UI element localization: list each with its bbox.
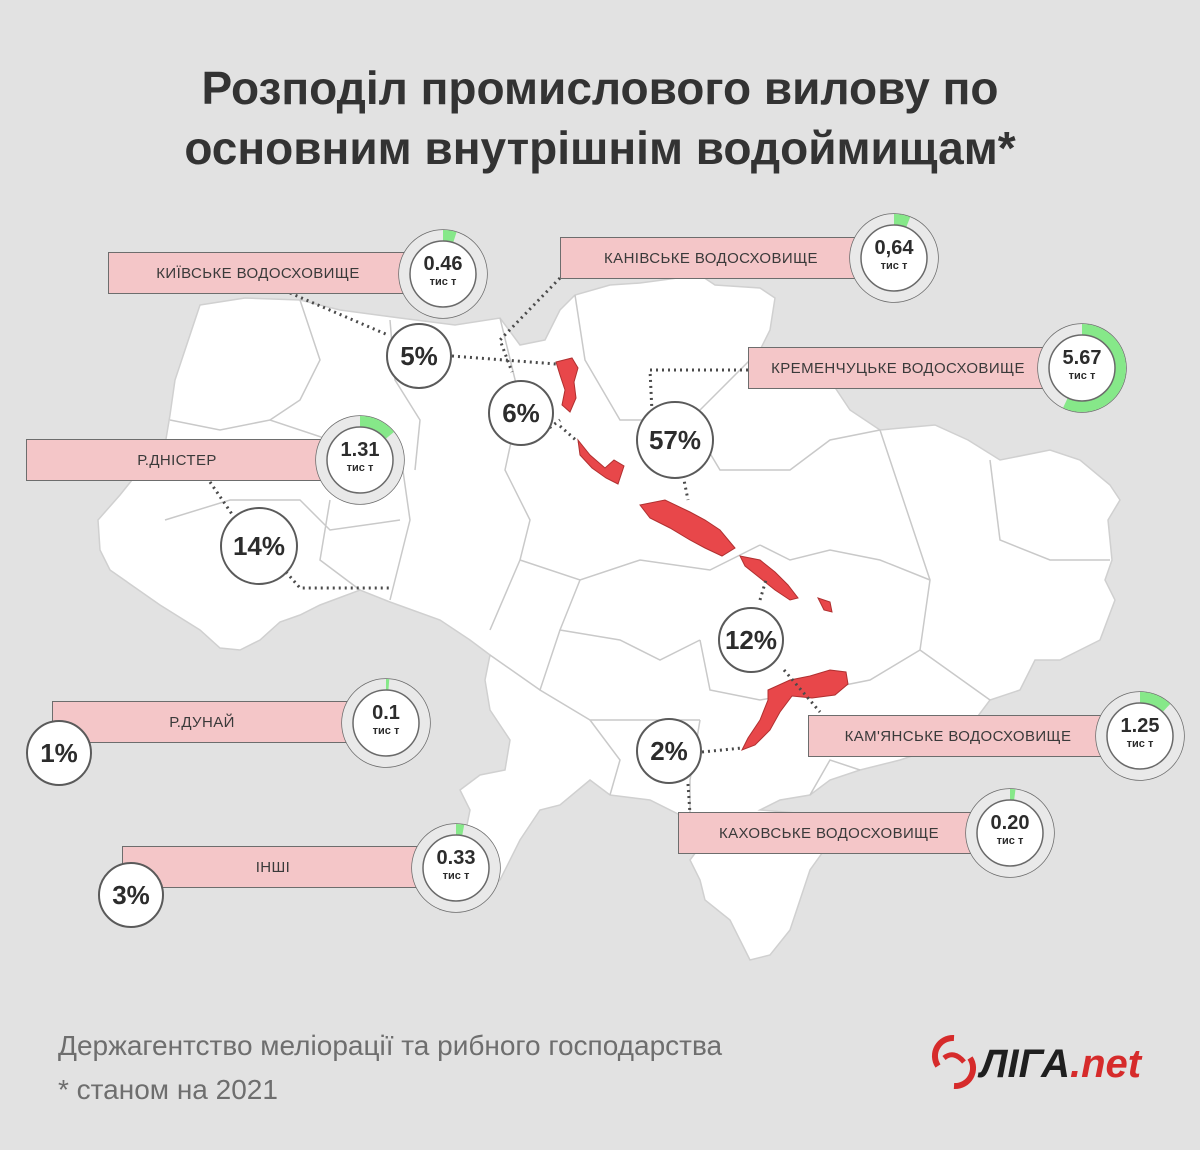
donut-inner — [860, 224, 928, 292]
donut-inner — [1048, 334, 1116, 402]
share-danube: 1% — [26, 720, 92, 786]
kremenchuk-reservoir-shape — [639, 499, 736, 557]
donut-arc — [1038, 324, 1126, 412]
donut-ring — [315, 415, 405, 505]
catch-value: 0.1 — [372, 702, 400, 724]
donut-arc — [1096, 692, 1184, 780]
liga-logo: ЛІГА.net — [930, 1032, 1170, 1102]
catch-unit: тис т — [1068, 370, 1096, 382]
donut-danube: 0.1 тис т — [340, 677, 432, 769]
donut-ring — [398, 229, 488, 319]
catch-unit: тис т — [346, 462, 374, 474]
donut-arc — [399, 230, 487, 318]
kyiv-reservoir-shape — [555, 357, 579, 413]
source-note: Держагентство меліорації та рибного госп… — [58, 1030, 723, 1061]
donut-inner — [326, 426, 394, 494]
donut-inner — [976, 799, 1044, 867]
dnipro-reservoir-shape — [817, 597, 833, 613]
donut-ring — [411, 823, 501, 913]
chart-title: Розподіл промислового вилову по основним… — [0, 58, 1200, 178]
catch-value: 0.46 — [423, 253, 463, 275]
catch-unit: тис т — [996, 835, 1024, 847]
label-text: КАМ'ЯНСЬКЕ ВОДОСХОВИЩЕ — [844, 727, 1072, 745]
share-kaniv: 6% — [488, 380, 554, 446]
label-kyiv-reservoir: КИЇВСЬКЕ ВОДОСХОВИЩЕ — [108, 252, 408, 294]
donut-ring — [1095, 691, 1185, 781]
share-others: 3% — [98, 862, 164, 928]
label-text: КАНІВСЬКЕ ВОДОСХОВИЩЕ — [604, 249, 818, 267]
label-text: КРЕМЕНЧУЦЬКЕ ВОДОСХОВИЩЕ — [771, 359, 1025, 377]
donut-dnister: 1.31 тис т — [314, 414, 406, 506]
donut-inner — [422, 834, 490, 902]
label-dnister-river: Р.ДНІСТЕР — [26, 439, 328, 481]
footnote: * станом на 2021 — [58, 1074, 278, 1105]
label-text: КИЇВСЬКЕ ВОДОСХОВИЩЕ — [156, 264, 360, 282]
donut-kamianske: 1.25 тис т — [1094, 690, 1186, 782]
label-kremenchuk-reservoir: КРЕМЕНЧУЦЬКЕ ВОДОСХОВИЩЕ — [748, 347, 1048, 389]
catch-unit: тис т — [880, 260, 908, 272]
share-kyiv: 5% — [386, 323, 452, 389]
catch-value: 0,64 — [874, 237, 914, 259]
donut-arc — [966, 789, 1054, 877]
catch-unit: тис т — [442, 870, 470, 882]
catch-value: 5.67 — [1062, 347, 1102, 369]
label-kamianske-reservoir: КАМ'ЯНСЬКЕ ВОДОСХОВИЩЕ — [808, 715, 1108, 757]
catch-unit: тис т — [429, 276, 457, 288]
catch-value: 0.33 — [436, 847, 476, 869]
share-kremenchuk: 57% — [636, 401, 714, 479]
label-text: Р.ДНІСТЕР — [137, 451, 217, 469]
oblast-borders — [164, 294, 1110, 820]
kaniv-reservoir-shape — [577, 438, 625, 485]
donut-inner — [409, 240, 477, 308]
reservoirs-layer — [555, 357, 849, 751]
catch-value: 1.25 — [1120, 715, 1160, 737]
share-kakhovka: 2% — [636, 718, 702, 784]
donut-arc — [316, 416, 404, 504]
donut-ring — [849, 213, 939, 303]
donut-arc — [342, 679, 430, 767]
label-kakhovka-reservoir: КАХОВСЬКЕ ВОДОСХОВИЩЕ — [678, 812, 980, 854]
kakhovka-reservoir-shape — [740, 669, 849, 751]
donut-kremenchuk: 5.67 тис т — [1036, 322, 1128, 414]
logo-suffix: .net — [1070, 1042, 1142, 1086]
donut-arc — [412, 824, 500, 912]
share-kamianske: 12% — [718, 607, 784, 673]
label-text: КАХОВСЬКЕ ВОДОСХОВИЩЕ — [718, 824, 940, 842]
donut-kaniv: 0,64 тис т — [848, 212, 940, 304]
donut-inner — [1106, 702, 1174, 770]
label-text: ІНШІ — [255, 858, 291, 876]
catch-unit: тис т — [372, 725, 400, 737]
kamianske-reservoir-shape — [739, 555, 799, 601]
catch-value: 1.31 — [340, 439, 380, 461]
catch-value: 0.20 — [990, 812, 1030, 834]
share-dnister: 14% — [220, 507, 298, 585]
donut-kyiv: 0.46 тис т — [397, 228, 489, 320]
logo-main: ЛІГА — [980, 1042, 1070, 1086]
donut-kakhovka: 0.20 тис т — [964, 787, 1056, 879]
donut-ring — [1037, 323, 1127, 413]
donut-others: 0.33 тис т — [410, 822, 502, 914]
catch-unit: тис т — [1126, 738, 1154, 750]
label-text: Р.ДУНАЙ — [169, 713, 235, 731]
logo-text: ЛІГА.net — [980, 1042, 1141, 1087]
donut-arc — [850, 214, 938, 302]
donut-ring — [965, 788, 1055, 878]
label-danube-river: Р.ДУНАЙ — [52, 701, 352, 743]
liga-logo-icon — [931, 1034, 977, 1090]
title-line-2: основним внутрішнім водоймищам* — [184, 122, 1016, 174]
label-kaniv-reservoir: КАНІВСЬКЕ ВОДОСХОВИЩЕ — [560, 237, 862, 279]
label-others: ІНШІ — [122, 846, 424, 888]
donut-ring — [341, 678, 431, 768]
title-line-1: Розподіл промислового вилову по — [201, 62, 999, 114]
donut-inner — [352, 689, 420, 757]
